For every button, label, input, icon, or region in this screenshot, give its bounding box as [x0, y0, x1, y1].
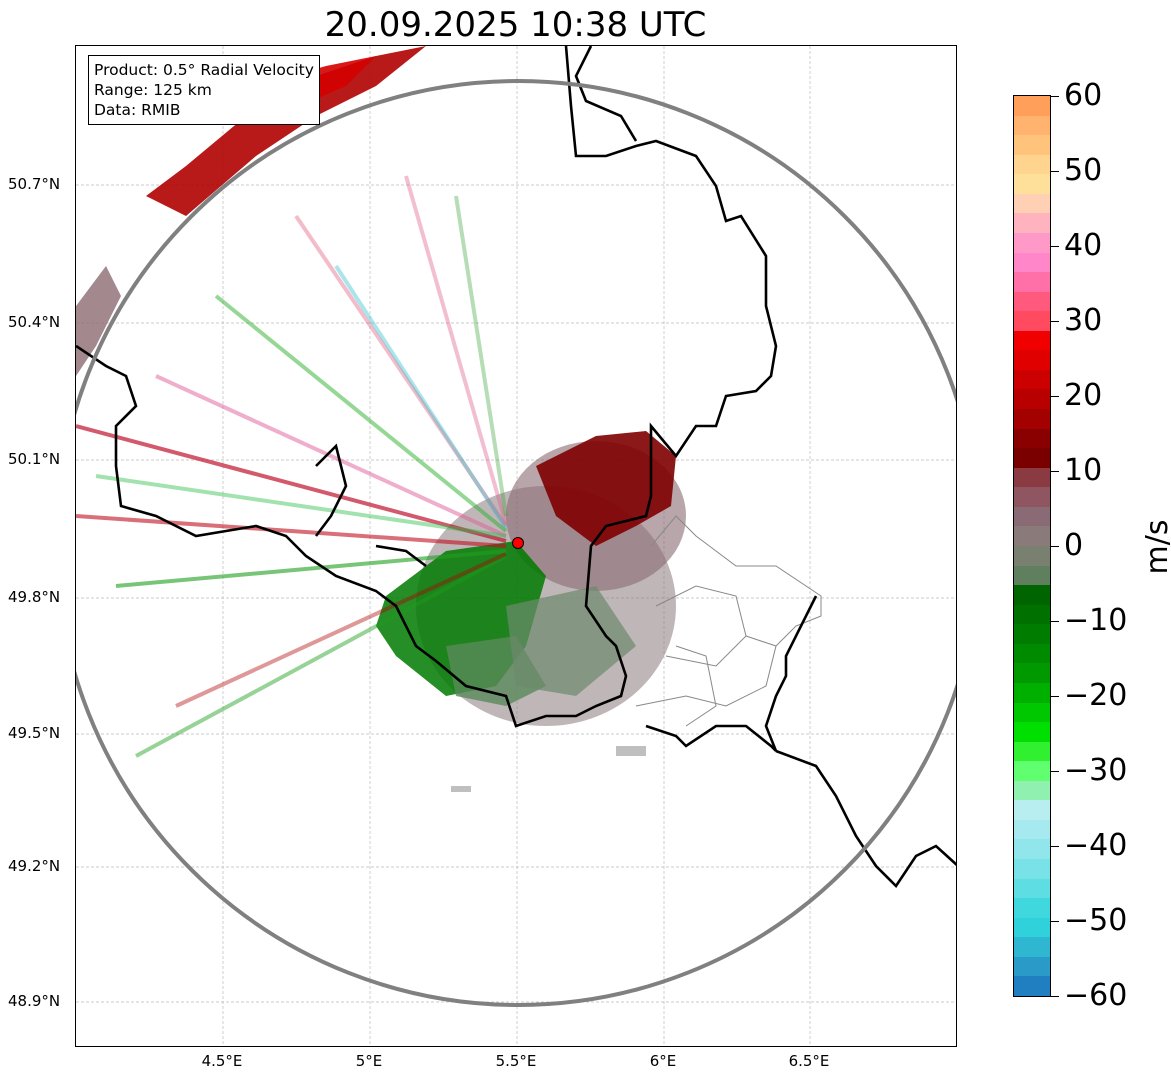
- colorbar-segment: [1014, 311, 1050, 332]
- colorbar-segment: [1014, 839, 1050, 860]
- colorbar-tick-label: −30: [1064, 753, 1128, 788]
- colorbar-segment: [1014, 956, 1050, 978]
- colorbar-segment: [1014, 369, 1050, 391]
- velocity-colorbar: [1013, 95, 1051, 997]
- colorbar-segment: [1014, 741, 1050, 762]
- colorbar-segment: [1014, 193, 1050, 214]
- lon-label: 4.5°E: [201, 1052, 243, 1070]
- colorbar-tick-label: 60: [1064, 78, 1103, 113]
- lat-label: 48.9°N: [8, 992, 61, 1010]
- range-ring: [76, 79, 956, 1007]
- colorbar-segment: [1014, 506, 1050, 528]
- colorbar-unit-label: m/s: [1140, 519, 1171, 575]
- lon-label: 6.5°E: [788, 1052, 830, 1070]
- colorbar-tick-label: 30: [1064, 303, 1103, 338]
- lat-label: 49.5°N: [8, 724, 61, 742]
- colorbar-segment: [1014, 878, 1050, 899]
- colorbar-segment: [1014, 154, 1050, 175]
- colorbar-segment: [1014, 976, 1050, 996]
- colorbar-segment: [1014, 174, 1050, 195]
- colorbar-tick-label: 40: [1064, 228, 1103, 263]
- data-source-label: Data: RMIB: [94, 101, 181, 119]
- colorbar-segment: [1014, 135, 1050, 156]
- colorbar-tick-label: −50: [1064, 903, 1128, 938]
- radar-plot-svg: [76, 46, 956, 1046]
- gridlines: [76, 46, 956, 1046]
- colorbar-segment: [1014, 604, 1050, 625]
- colorbar-segment: [1014, 526, 1050, 547]
- colorbar-segment: [1014, 859, 1050, 880]
- radar-echoes: [76, 46, 686, 792]
- colorbar-segment: [1014, 800, 1050, 821]
- colorbar-tick-label: −10: [1064, 603, 1128, 638]
- colorbar-segment: [1014, 722, 1050, 743]
- colorbar-tick-label: −20: [1064, 678, 1128, 713]
- colorbar-segment: [1014, 624, 1050, 645]
- colorbar-segment: [1014, 761, 1050, 782]
- colorbar-segment: [1014, 252, 1050, 273]
- colorbar-segment: [1014, 937, 1050, 958]
- range-label: Range: 125 km: [94, 81, 212, 99]
- lon-label: 5°E: [355, 1052, 383, 1070]
- colorbar-segment: [1014, 780, 1050, 801]
- country-borders: [76, 46, 956, 889]
- colorbar-segment: [1014, 96, 1050, 117]
- product-info-box: Product: 0.5° Radial Velocity Range: 125…: [88, 55, 320, 125]
- colorbar-segment: [1014, 643, 1050, 664]
- lon-label: 6°E: [649, 1052, 677, 1070]
- colorbar-segment: [1014, 115, 1050, 136]
- radar-map[interactable]: [75, 45, 957, 1047]
- colorbar-segment: [1014, 213, 1050, 234]
- colorbar-tick-label: 10: [1064, 453, 1103, 488]
- lat-label: 50.1°N: [8, 450, 61, 468]
- colorbar-segment: [1014, 819, 1050, 841]
- colorbar-tick-label: −60: [1064, 978, 1128, 1013]
- colorbar-segment: [1014, 330, 1050, 351]
- colorbar-segment: [1014, 898, 1050, 919]
- colorbar-segment: [1014, 428, 1050, 449]
- colorbar-segment: [1014, 350, 1050, 371]
- lat-label: 50.4°N: [8, 313, 61, 331]
- colorbar-segment: [1014, 663, 1050, 684]
- colorbar-segment: [1014, 272, 1050, 293]
- district-borders: [635, 515, 822, 727]
- colorbar-segment: [1014, 409, 1050, 430]
- colorbar-segment: [1014, 487, 1050, 508]
- colorbar-segment: [1014, 389, 1050, 410]
- colorbar-segment: [1014, 291, 1050, 312]
- colorbar-segment: [1014, 585, 1050, 606]
- colorbar-segment: [1014, 467, 1050, 488]
- lat-label: 49.8°N: [8, 588, 61, 606]
- colorbar-segment: [1014, 546, 1050, 567]
- colorbar-tick-label: 50: [1064, 153, 1103, 188]
- colorbar-segment: [1014, 702, 1050, 723]
- lat-label: 50.7°N: [8, 175, 61, 193]
- colorbar-segment: [1014, 448, 1050, 469]
- map-title: 20.09.2025 10:38 UTC: [324, 5, 707, 45]
- colorbar-tick-label: 20: [1064, 378, 1103, 413]
- lon-label: 5.5°E: [495, 1052, 537, 1070]
- lat-label: 49.2°N: [8, 857, 61, 875]
- colorbar-segment: [1014, 565, 1050, 586]
- colorbar-segment: [1014, 232, 1050, 254]
- colorbar-segment: [1014, 682, 1050, 704]
- colorbar-segment: [1014, 917, 1050, 938]
- product-label: Product: 0.5° Radial Velocity: [94, 61, 314, 79]
- colorbar-tick-label: 0: [1064, 528, 1084, 563]
- colorbar-tick-label: −40: [1064, 828, 1128, 863]
- radar-site-marker[interactable]: [512, 537, 524, 549]
